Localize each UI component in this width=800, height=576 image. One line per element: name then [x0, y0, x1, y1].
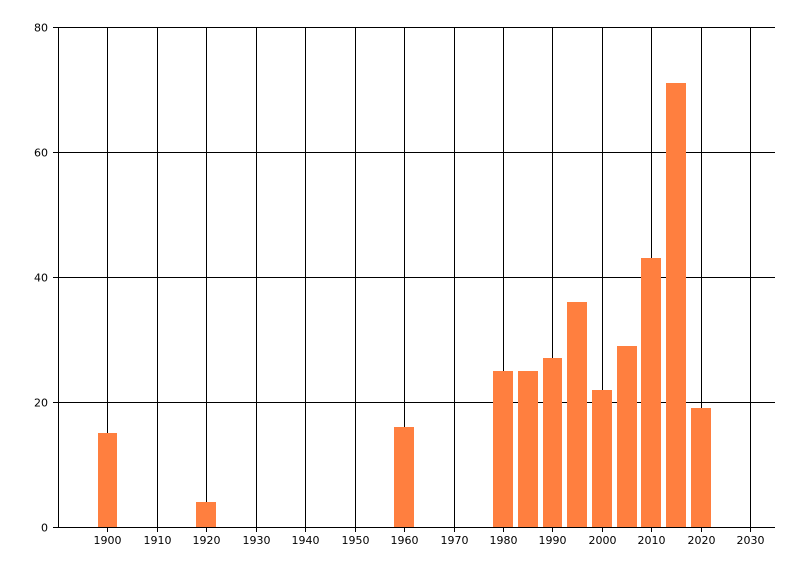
y-tick-label: 0	[41, 522, 48, 535]
x-tick-label: 1930	[243, 534, 271, 547]
bar-2005	[617, 346, 637, 527]
x-tick-label: 1950	[342, 534, 370, 547]
y-tick-label: 60	[34, 147, 48, 160]
y-tick-label: 40	[34, 272, 48, 285]
grid	[58, 27, 775, 528]
bar-2000	[592, 390, 612, 527]
bar-1960	[394, 427, 414, 527]
x-tick-label: 1960	[391, 534, 419, 547]
bar-2015	[666, 83, 686, 527]
y-axis-ticks: 0 20 40 60 80	[34, 22, 58, 535]
x-tick-label: 1980	[490, 534, 518, 547]
bar-1995	[567, 302, 587, 527]
x-tick-label: 1970	[441, 534, 469, 547]
x-tick-label: 1920	[193, 534, 221, 547]
axes	[58, 27, 775, 528]
bars	[98, 83, 711, 527]
y-tick-label: 80	[34, 22, 48, 35]
bar-1990	[543, 358, 562, 527]
x-tick-label: 1990	[539, 534, 567, 547]
x-tick-label: 2000	[589, 534, 617, 547]
bar-2010	[641, 258, 661, 527]
y-tick-label: 20	[34, 397, 48, 410]
x-tick-label: 1900	[94, 534, 122, 547]
x-axis-ticks: 1900 1910 1920 1930 1940 1950 1960 1970 1980 1990…	[94, 527, 765, 547]
x-tick-label: 2030	[737, 534, 765, 547]
x-tick-label: 2010	[638, 534, 666, 547]
bar-1985	[518, 371, 538, 527]
bar-1900	[98, 433, 117, 527]
bar-1920	[196, 502, 216, 527]
x-tick-label: 1910	[144, 534, 172, 547]
bar-1980	[493, 371, 513, 527]
x-tick-label: 1940	[292, 534, 320, 547]
bar-2020	[691, 408, 711, 527]
x-tick-label: 2020	[688, 534, 716, 547]
